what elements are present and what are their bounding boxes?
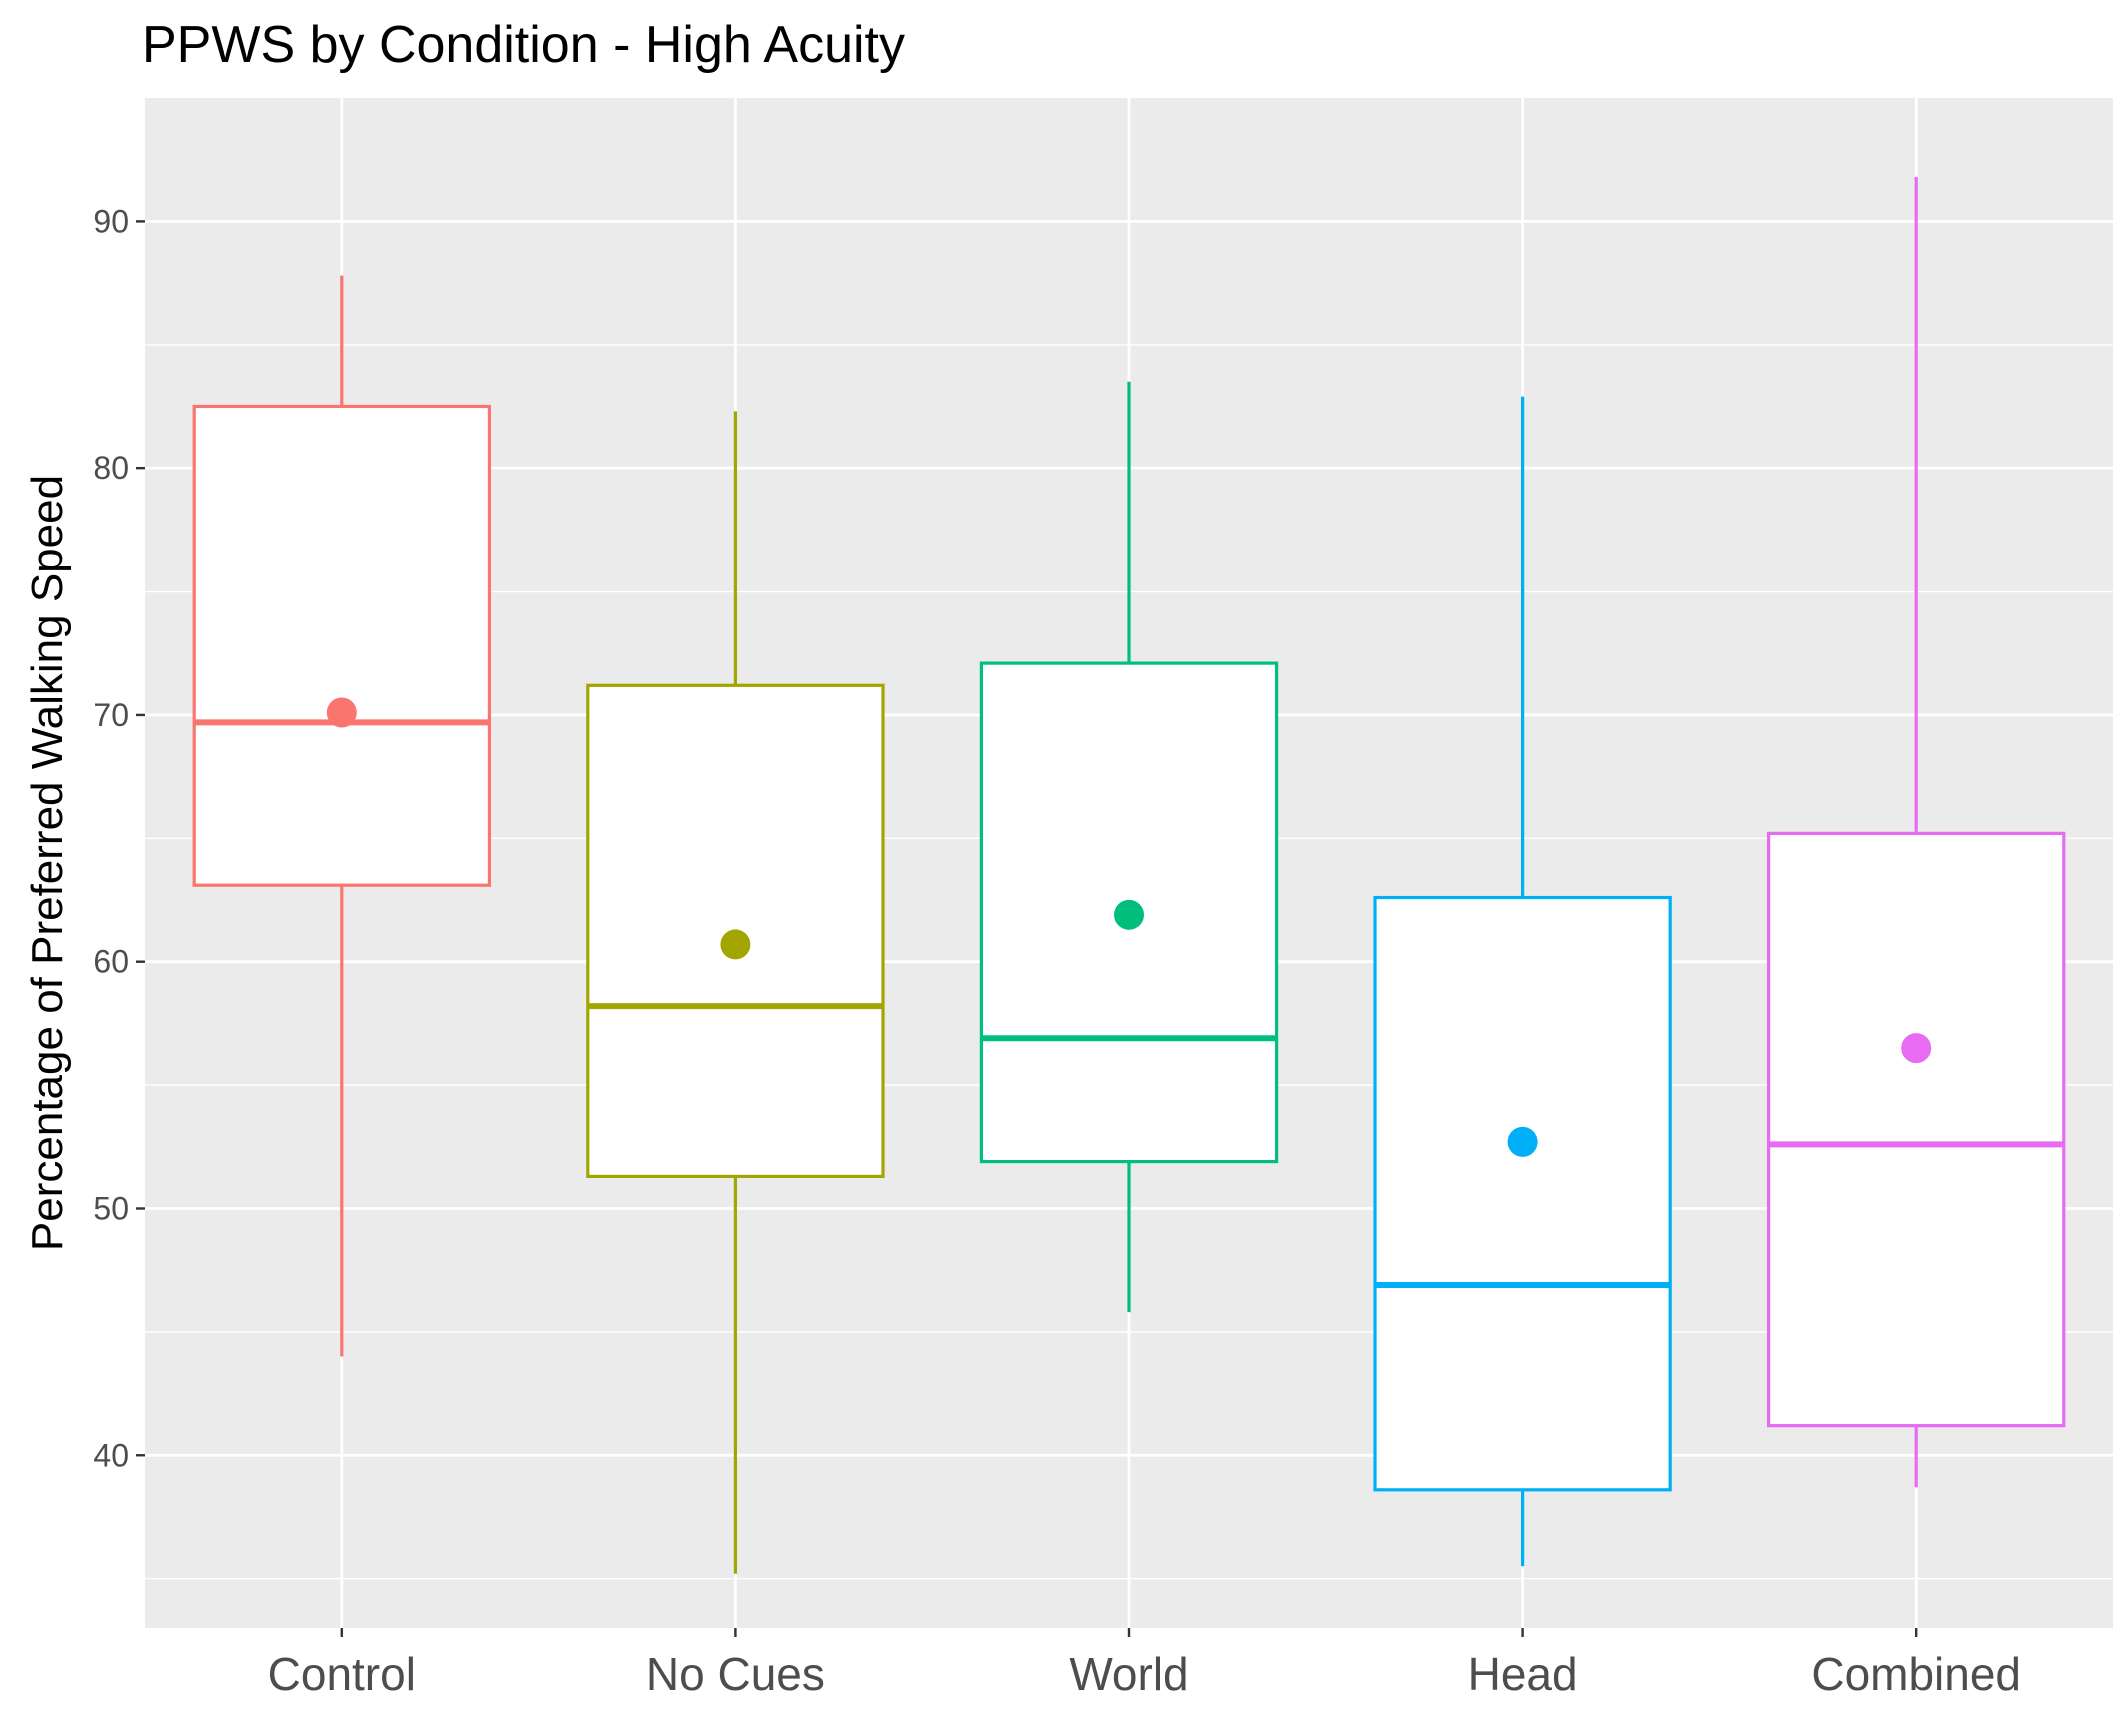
mean-point: [1507, 1126, 1538, 1157]
x-tick-label: World: [1069, 1648, 1188, 1700]
boxplots: [192, 176, 2066, 1574]
y-tick-label: 90: [93, 203, 129, 239]
y-tick-label: 60: [93, 944, 129, 980]
iqr-box: [1766, 831, 2066, 1428]
x-tick-label: Control: [268, 1648, 416, 1700]
y-tick-label: 40: [93, 1437, 129, 1473]
mean-point: [720, 929, 751, 960]
y-axis-label: Percentage of Preferred Walking Speed: [23, 475, 72, 1251]
mean-point: [326, 697, 357, 728]
x-tick-label: No Cues: [646, 1648, 825, 1700]
boxplot-world: [979, 381, 1279, 1313]
x-tick-label: Combined: [1811, 1648, 2021, 1700]
boxplot-no-cues: [586, 411, 885, 1574]
y-tick-label: 70: [93, 697, 129, 733]
chart-title: PPWS by Condition - High Acuity: [142, 16, 905, 74]
iqr-box: [1373, 895, 1672, 1492]
mean-point: [1114, 899, 1144, 930]
y-axis: 40 50 60 70 80 90: [93, 203, 145, 1473]
boxplot-head: [1373, 396, 1672, 1567]
y-tick-label: 50: [93, 1190, 129, 1226]
boxplot-combined: [1766, 176, 2066, 1488]
x-axis: Control No Cues World Head Combined: [268, 1628, 2021, 1700]
y-tick-label: 80: [93, 450, 129, 486]
iqr-box: [192, 404, 492, 887]
mean-point: [1901, 1033, 1932, 1064]
x-tick-label: Head: [1468, 1648, 1578, 1700]
boxplot-control: [192, 275, 492, 1357]
